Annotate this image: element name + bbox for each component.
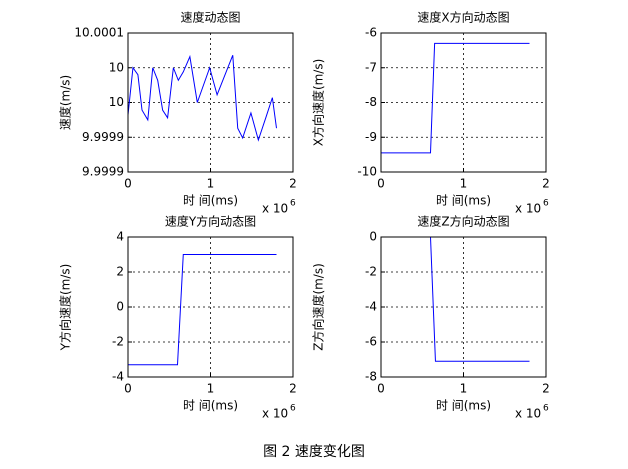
figure-caption: 图 2 速度变化图 (263, 444, 365, 460)
y-tick-label: 10 (109, 95, 124, 109)
plot-frame (127, 236, 294, 378)
x-tick-label: 2 (289, 382, 297, 396)
x-exponent: 6 (543, 404, 549, 414)
y-tick-label: -7 (365, 60, 377, 74)
x-axis-label: 时 间(ms) (436, 194, 491, 208)
x-exponent: 6 (290, 199, 296, 209)
x-exponent: 6 (543, 199, 549, 209)
y-tick-label: 9.9999 (82, 165, 124, 179)
data-line (381, 42, 530, 154)
y-tick-label: 0 (369, 230, 377, 244)
x-axis-label: 时 间(ms) (183, 399, 238, 413)
x-tick-label: 1 (207, 382, 215, 396)
x-tick-label: 1 (460, 382, 468, 396)
x-multiplier: x 10 (262, 407, 288, 421)
data-line (128, 254, 277, 366)
y-tick-label: -2 (365, 265, 377, 279)
y-axis-label: X方向速度(m/s) (311, 59, 326, 147)
x-tick-label: 0 (377, 177, 385, 191)
plot-frame (127, 32, 294, 173)
x-tick-label: 0 (377, 382, 385, 396)
chart-title: 速度Z方向动态图 (417, 214, 509, 229)
x-tick-label: 0 (124, 177, 132, 191)
x-multiplier: x 10 (515, 202, 541, 216)
x-axis-label: 时 间(ms) (436, 399, 491, 413)
y-tick-label: -9 (365, 130, 377, 144)
y-tick-label: 10 (109, 60, 124, 74)
chart-title: 速度X方向动态图 (417, 10, 509, 25)
x-axis-label: 时 间(ms) (183, 194, 238, 208)
x-tick-label: 2 (542, 382, 550, 396)
y-axis-label: Z方向速度(m/s) (311, 263, 326, 351)
y-tick-label: -4 (365, 300, 377, 314)
x-tick-label: 0 (124, 382, 132, 396)
plot-frame (380, 236, 547, 378)
y-axis-label: 速度(m/s) (58, 75, 73, 130)
y-tick-label: -8 (365, 95, 377, 109)
data-line (127, 54, 277, 142)
chart-title: 速度动态图 (180, 10, 240, 25)
y-axis-label: Y方向速度(m/s) (58, 264, 73, 352)
y-tick-label: -2 (112, 335, 124, 349)
y-tick-label: -8 (365, 370, 377, 384)
x-multiplier: x 10 (515, 407, 541, 421)
x-exponent: 6 (290, 404, 296, 414)
y-tick-label: -6 (365, 26, 377, 40)
y-tick-label: 4 (116, 230, 124, 244)
y-tick-label: 0 (116, 300, 124, 314)
plot-frame (380, 32, 547, 173)
y-tick-label: 9.9999 (82, 130, 124, 144)
x-tick-label: 2 (289, 177, 297, 191)
x-tick-label: 2 (542, 177, 550, 191)
y-tick-label: -6 (365, 335, 377, 349)
y-tick-label: 10.0001 (74, 26, 124, 40)
y-tick-label: -4 (112, 370, 124, 384)
x-multiplier: x 10 (262, 202, 288, 216)
y-tick-label: 2 (116, 265, 124, 279)
chart-title: 速度Y方向动态图 (165, 214, 256, 229)
x-tick-label: 1 (460, 177, 468, 191)
x-tick-label: 1 (207, 177, 215, 191)
y-tick-label: -10 (357, 165, 377, 179)
